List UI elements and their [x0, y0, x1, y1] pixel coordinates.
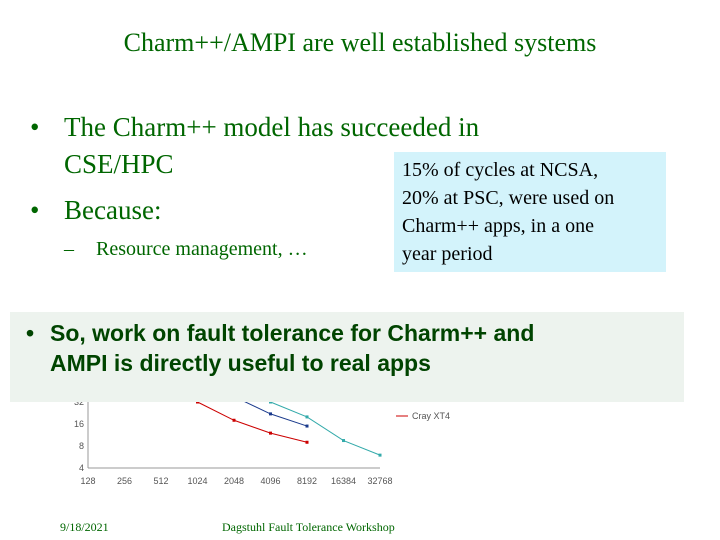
footer-title: Dagstuhl Fault Tolerance Workshop: [222, 520, 395, 534]
x-tick-label: 4096: [260, 476, 280, 486]
x-tick-label: 16384: [331, 476, 356, 486]
footer-date: 9/18/2021: [60, 520, 109, 534]
sub-bullet-text: Resource management, …: [96, 238, 308, 260]
bullet-2-text: Because:: [64, 195, 162, 225]
bullet-dot: •: [30, 195, 40, 225]
x-tick-label: 1024: [187, 476, 207, 486]
bullet-1-continuation: CSE/HPC: [64, 149, 174, 179]
overlay-line-2: AMPI is directly useful to real apps: [50, 350, 431, 376]
callout-line-2: 20% at PSC, were used on: [402, 187, 615, 209]
sub-bullet-dash: –: [64, 238, 74, 260]
data-point: [269, 400, 272, 404]
data-point: [196, 400, 199, 404]
legend-label-2: Cray XT4: [412, 411, 450, 421]
data-point: [269, 431, 272, 435]
callout-line-1: 15% of cycles at NCSA,: [402, 159, 599, 181]
bullet-dot: •: [30, 112, 40, 142]
callout-line-3: Charm++ apps, in a one: [402, 215, 594, 237]
highlight-overlay: [10, 312, 684, 402]
y-tick-label: 8: [79, 441, 84, 451]
data-point: [269, 412, 272, 416]
bullet-dot: •: [26, 320, 35, 346]
data-point: [378, 453, 382, 457]
data-point: [342, 439, 345, 443]
data-point: [305, 415, 309, 419]
x-tick-label: 32768: [367, 476, 392, 486]
x-tick-label: 256: [117, 476, 132, 486]
y-tick-label: 32: [74, 397, 84, 407]
callout-line-4: year period: [402, 243, 493, 265]
x-tick-label: 128: [80, 476, 95, 486]
data-point: [305, 440, 309, 444]
series-line-1: [197, 401, 308, 443]
data-point: [232, 418, 236, 422]
x-tick-label: 2048: [224, 476, 244, 486]
y-tick-label: 16: [74, 419, 84, 429]
y-tick-label: 4: [79, 463, 84, 473]
x-tick-label: 512: [153, 476, 168, 486]
callout-box: 15% of cycles at NCSA, 20% at PSC, were …: [394, 152, 666, 272]
sub-bullet: – Resource management, …: [64, 238, 308, 261]
data-point: [305, 424, 309, 428]
slide-title: Charm++/AMPI are well established system…: [123, 28, 597, 57]
x-tick-label: 8192: [297, 476, 317, 486]
bullet-2: • Because:: [30, 195, 161, 226]
overlay-line-1: So, work on fault tolerance for Charm++ …: [50, 320, 535, 346]
bullet-1-text: The Charm++ model has succeeded in: [64, 112, 480, 142]
overlay-bullet: • So, work on fault tolerance for Charm++…: [26, 318, 686, 378]
bullet-1: • The Charm++ model has succeeded in: [30, 112, 479, 143]
